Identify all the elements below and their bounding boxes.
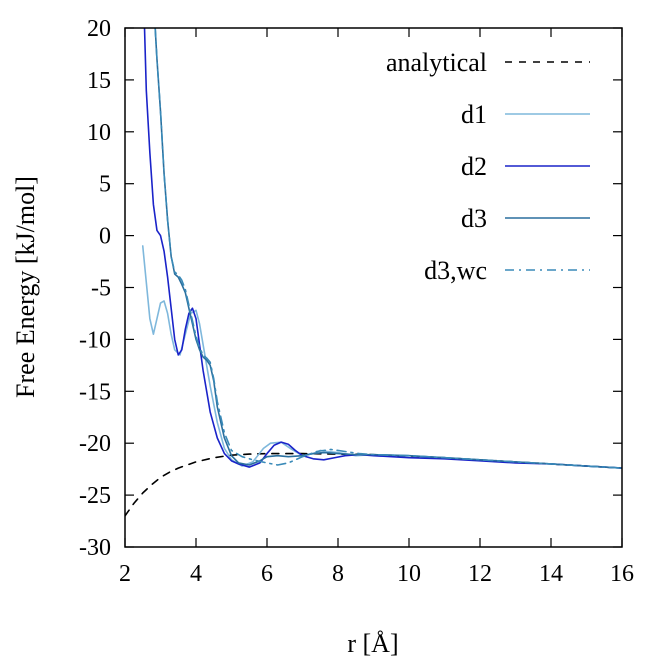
axis-ticks [125, 28, 622, 547]
x-tick-label: 10 [397, 561, 421, 587]
legend-label: analytical [386, 48, 487, 77]
y-tick-label: -20 [79, 431, 111, 457]
series-line-d1 [143, 246, 622, 468]
y-tick-label: -25 [79, 483, 111, 509]
y-tick-label: -5 [91, 276, 111, 302]
legend-label: d2 [461, 152, 487, 181]
y-tick-label: 15 [87, 68, 111, 94]
y-tick-label: -30 [79, 535, 111, 561]
plot-frame [125, 28, 622, 547]
series-line-analytical [125, 454, 622, 516]
x-tick-label: 14 [539, 561, 563, 587]
y-tick-label: 0 [99, 224, 111, 250]
y-tick-label: -15 [79, 379, 111, 405]
x-tick-label: 2 [119, 561, 131, 587]
y-tick-label: 20 [87, 16, 111, 42]
x-tick-label: 8 [332, 561, 344, 587]
y-tick-label: 5 [99, 172, 111, 198]
legend-label: d1 [461, 100, 487, 129]
legend: analytical d1 d2 d3 d3,wc [386, 48, 590, 285]
legend-label: d3,wc [424, 256, 487, 285]
x-tick-label: 6 [261, 561, 273, 587]
x-tick-label: 4 [190, 561, 202, 587]
x-axis-label: r [Å] [347, 629, 398, 658]
x-tick-label: 12 [468, 561, 492, 587]
series-line-d3-wc [155, 28, 622, 468]
y-tick-label: -10 [79, 327, 111, 353]
y-tick-label: 10 [87, 120, 111, 146]
legend-label: d3 [461, 204, 487, 233]
series-lines [125, 28, 622, 516]
x-tick-label: 16 [610, 561, 634, 587]
series-line-d3 [155, 28, 622, 468]
y-axis-label: Free Energy [kJ/mol] [11, 176, 40, 398]
